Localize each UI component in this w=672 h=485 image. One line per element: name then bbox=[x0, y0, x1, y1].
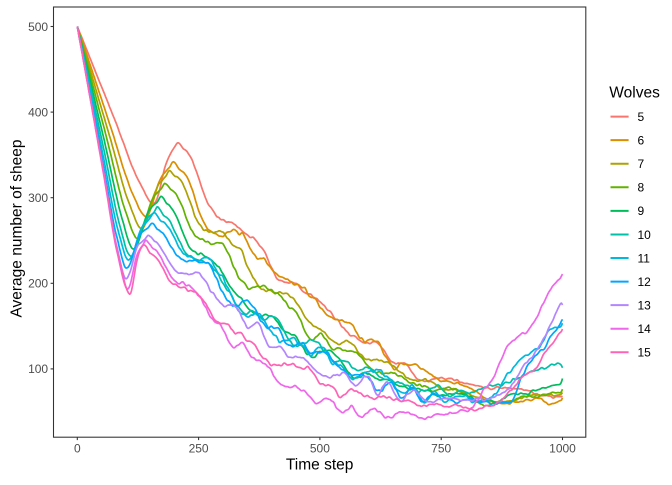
svg-text:7: 7 bbox=[638, 157, 645, 171]
svg-text:8: 8 bbox=[638, 181, 645, 195]
svg-text:400: 400 bbox=[28, 105, 48, 119]
svg-text:500: 500 bbox=[28, 20, 48, 34]
svg-text:100: 100 bbox=[28, 362, 48, 376]
svg-text:200: 200 bbox=[28, 277, 48, 291]
svg-text:Wolves: Wolves bbox=[609, 85, 660, 102]
svg-text:5: 5 bbox=[638, 110, 645, 124]
svg-text:9: 9 bbox=[638, 204, 645, 218]
svg-text:15: 15 bbox=[638, 346, 652, 360]
svg-text:1000: 1000 bbox=[549, 442, 576, 456]
svg-text:250: 250 bbox=[189, 442, 209, 456]
svg-text:14: 14 bbox=[638, 322, 652, 336]
svg-text:11: 11 bbox=[638, 251, 651, 265]
svg-text:300: 300 bbox=[28, 191, 48, 205]
svg-text:12: 12 bbox=[638, 275, 652, 289]
svg-text:500: 500 bbox=[310, 442, 330, 456]
svg-text:0: 0 bbox=[74, 442, 81, 456]
svg-text:Average number of sheep: Average number of sheep bbox=[9, 139, 26, 317]
svg-text:10: 10 bbox=[638, 228, 652, 242]
svg-text:13: 13 bbox=[638, 298, 652, 312]
svg-text:750: 750 bbox=[431, 442, 451, 456]
svg-text:Time step: Time step bbox=[286, 456, 353, 473]
svg-text:6: 6 bbox=[638, 133, 645, 147]
